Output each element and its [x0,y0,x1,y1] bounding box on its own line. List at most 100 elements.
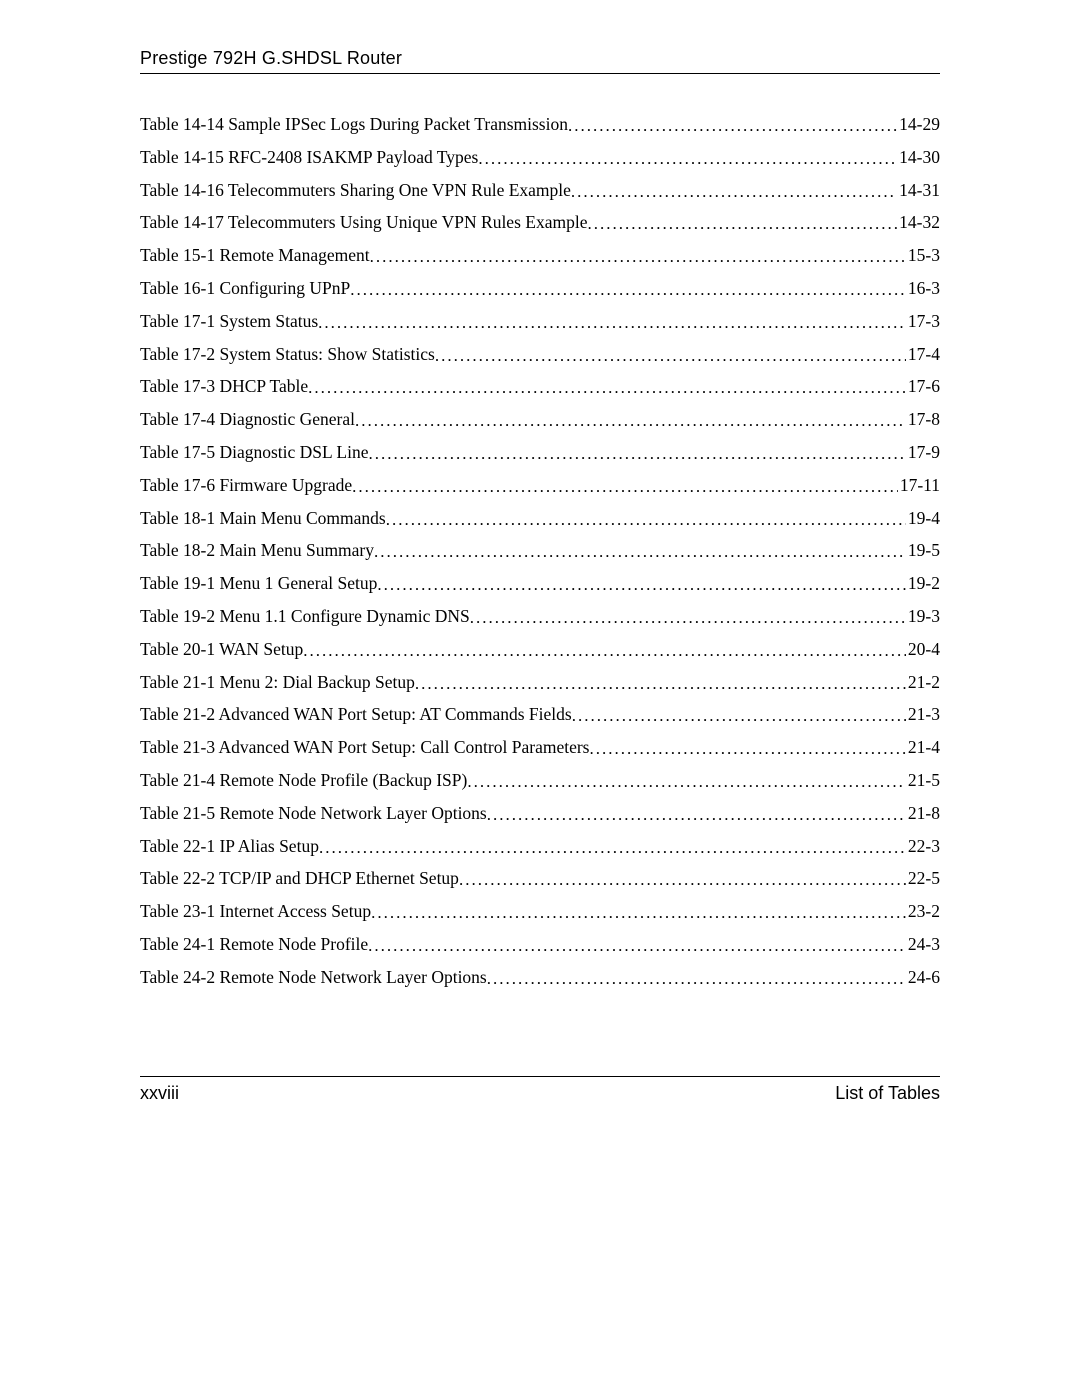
toc-entry: Table 15-1 Remote Management 15-3 [140,247,940,265]
toc-entry-label: Table 22-1 IP Alias Setup [140,838,319,856]
toc-entry-page: 16-3 [906,280,940,298]
toc-entry-label: Table 24-2 Remote Node Network Layer Opt… [140,969,487,987]
toc-entry-label: Table 20-1 WAN Setup [140,641,303,659]
toc-leader-dots [308,379,906,396]
footer-rule [140,1076,940,1077]
toc-entry: Table 14-14 Sample IPSec Logs During Pac… [140,116,940,134]
toc-entry: Table 18-2 Main Menu Summary 19-5 [140,542,940,560]
toc-entry-page: 19-4 [906,510,940,528]
toc-entry-page: 14-31 [897,182,940,200]
toc-entry-page: 17-9 [906,444,940,462]
toc-entry-page: 21-4 [906,739,940,757]
toc-leader-dots [352,478,898,495]
toc-entry-label: Table 15-1 Remote Management [140,247,370,265]
toc-leader-dots [587,215,897,232]
footer-section-label: List of Tables [835,1083,940,1104]
toc-entry-label: Table 17-1 System Status [140,313,318,331]
toc-entry-label: Table 16-1 Configuring UPnP [140,280,350,298]
toc-entry: Table 17-1 System Status 17-3 [140,313,940,331]
toc-entry-label: Table 17-4 Diagnostic General [140,411,355,429]
toc-entry-label: Table 17-5 Diagnostic DSL Line [140,444,369,462]
toc-entry-page: 21-3 [906,706,940,724]
toc-entry-label: Table 18-1 Main Menu Commands [140,510,386,528]
page-footer: xxviii List of Tables [140,1076,940,1104]
toc-leader-dots [369,445,906,462]
page-content: Prestige 792H G.SHDSL Router Table 14-14… [140,48,940,1002]
toc-entry: Table 19-2 Menu 1.1 Configure Dynamic DN… [140,608,940,626]
toc-entry-label: Table 14-14 Sample IPSec Logs During Pac… [140,116,568,134]
toc-entry-page: 19-2 [906,575,940,593]
toc-entry-page: 21-2 [906,674,940,692]
toc-leader-dots [319,839,906,856]
toc-entry-label: Table 23-1 Internet Access Setup [140,903,371,921]
table-of-contents: Table 14-14 Sample IPSec Logs During Pac… [140,116,940,986]
toc-entry: Table 23-1 Internet Access Setup23-2 [140,903,940,921]
toc-entry: Table 14-17 Telecommuters Using Unique V… [140,214,940,232]
toc-entry: Table 24-1 Remote Node Profile 24-3 [140,936,940,954]
toc-entry-page: 21-8 [906,805,940,823]
toc-entry-label: Table 14-17 Telecommuters Using Unique V… [140,214,587,232]
toc-entry-label: Table 21-3 Advanced WAN Port Setup: Call… [140,739,589,757]
toc-leader-dots [467,773,906,790]
toc-leader-dots [487,970,906,987]
toc-entry-page: 22-5 [906,870,940,888]
toc-entry: Table 21-5 Remote Node Network Layer Opt… [140,805,940,823]
toc-leader-dots [303,642,906,659]
toc-entry: Table 18-1 Main Menu Commands 19-4 [140,510,940,528]
toc-entry: Table 17-6 Firmware Upgrade17-11 [140,477,940,495]
toc-leader-dots [589,740,905,757]
toc-entry-page: 17-3 [906,313,940,331]
toc-leader-dots [370,248,906,265]
toc-leader-dots [470,609,906,626]
toc-entry-page: 19-5 [906,542,940,560]
toc-entry-label: Table 18-2 Main Menu Summary [140,542,374,560]
toc-leader-dots [415,675,906,692]
toc-leader-dots [371,904,906,921]
toc-leader-dots [318,314,906,331]
toc-entry-label: Table 22-2 TCP/IP and DHCP Ethernet Setu… [140,870,459,888]
toc-leader-dots [568,117,897,134]
page-header: Prestige 792H G.SHDSL Router [140,48,940,74]
toc-entry: Table 14-16 Telecommuters Sharing One VP… [140,182,940,200]
toc-entry: Table 21-3 Advanced WAN Port Setup: Call… [140,739,940,757]
toc-entry-page: 17-4 [906,346,940,364]
toc-entry-label: Table 14-15 RFC-2408 ISAKMP Payload Type… [140,149,478,167]
toc-leader-dots [368,937,906,954]
toc-entry: Table 16-1 Configuring UPnP 16-3 [140,280,940,298]
toc-entry-page: 14-29 [897,116,940,134]
toc-entry-page: 24-3 [906,936,940,954]
toc-leader-dots [572,707,906,724]
toc-leader-dots [374,543,906,560]
toc-entry-page: 14-30 [897,149,940,167]
toc-entry: Table 21-2 Advanced WAN Port Setup: AT C… [140,706,940,724]
toc-entry-label: Table 21-5 Remote Node Network Layer Opt… [140,805,487,823]
toc-entry: Table 21-1 Menu 2: Dial Backup Setup21-2 [140,674,940,692]
toc-entry-page: 21-5 [906,772,940,790]
toc-entry-page: 15-3 [906,247,940,265]
toc-leader-dots [386,511,906,528]
toc-entry-label: Table 19-1 Menu 1 General Setup [140,575,377,593]
toc-entry: Table 24-2 Remote Node Network Layer Opt… [140,969,940,987]
toc-entry-label: Table 17-2 System Status: Show Statistic… [140,346,435,364]
toc-leader-dots [487,806,906,823]
toc-entry-label: Table 24-1 Remote Node Profile [140,936,368,954]
toc-entry-label: Table 21-2 Advanced WAN Port Setup: AT C… [140,706,572,724]
toc-entry-label: Table 17-6 Firmware Upgrade [140,477,352,495]
toc-entry: Table 17-3 DHCP Table17-6 [140,378,940,396]
toc-entry: Table 21-4 Remote Node Profile (Backup I… [140,772,940,790]
page-number: xxviii [140,1083,179,1104]
toc-leader-dots [571,183,897,200]
toc-entry-page: 24-6 [906,969,940,987]
toc-entry-label: Table 14-16 Telecommuters Sharing One VP… [140,182,571,200]
toc-leader-dots [459,871,906,888]
toc-entry-page: 14-32 [897,214,940,232]
toc-entry: Table 20-1 WAN Setup20-4 [140,641,940,659]
toc-entry-page: 19-3 [906,608,940,626]
toc-entry-label: Table 17-3 DHCP Table [140,378,308,396]
toc-entry: Table 17-5 Diagnostic DSL Line 17-9 [140,444,940,462]
toc-entry: Table 22-2 TCP/IP and DHCP Ethernet Setu… [140,870,940,888]
toc-leader-dots [355,412,906,429]
toc-entry: Table 14-15 RFC-2408 ISAKMP Payload Type… [140,149,940,167]
toc-entry: Table 17-2 System Status: Show Statistic… [140,346,940,364]
footer-line: xxviii List of Tables [140,1083,940,1104]
